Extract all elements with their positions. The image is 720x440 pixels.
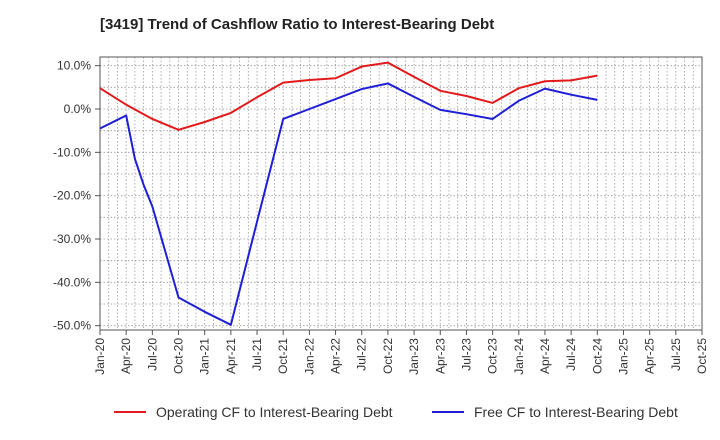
series-line-operating-cf: [99, 61, 598, 131]
x-tick-label: Apr-23: [433, 338, 447, 374]
x-tick-label: Oct-21: [276, 338, 290, 374]
y-tick-label: -20.0%: [53, 189, 91, 203]
y-tick-label: -10.0%: [53, 145, 91, 159]
x-tick-label: Apr-20: [119, 338, 133, 374]
x-tick-label: Apr-21: [224, 338, 238, 374]
x-tick-label: Apr-24: [538, 338, 552, 374]
series-line-free-cf: [99, 82, 598, 326]
y-tick-label: -30.0%: [53, 232, 91, 246]
y-tick-label: 10.0%: [57, 59, 91, 73]
x-tick-label: Jul-20: [145, 338, 159, 371]
y-axis-ticks: 10.0% 0.0% -10.0% -20.0% -30.0% -40.0% -50.0%: [53, 59, 100, 333]
y-tick-label: 0.0%: [64, 102, 92, 116]
grid-lines: [100, 57, 702, 330]
x-tick-label: Jan-23: [407, 338, 421, 375]
x-tick-label: Oct-25: [695, 338, 709, 374]
legend-item-operating-cf: Operating CF to Interest-Bearing Debt: [114, 404, 393, 420]
legend-swatch-operating-cf: [114, 411, 146, 413]
x-tick-label: Jul-24: [564, 338, 578, 371]
x-tick-label: Jan-21: [198, 338, 212, 375]
legend-label-free-cf: Free CF to Interest-Bearing Debt: [474, 404, 678, 420]
series-lines: [99, 61, 598, 326]
x-tick-label: Jul-21: [250, 338, 264, 371]
y-tick-label: -40.0%: [53, 275, 91, 289]
x-tick-label: Jan-25: [616, 338, 630, 375]
x-tick-label: Jan-24: [512, 338, 526, 375]
x-tick-label: Jul-25: [669, 338, 683, 371]
x-tick-label: Oct-22: [381, 338, 395, 374]
legend: Operating CF to Interest-Bearing Debt Fr…: [0, 404, 720, 426]
legend-label-operating-cf: Operating CF to Interest-Bearing Debt: [156, 404, 393, 420]
y-tick-label: -50.0%: [53, 319, 91, 333]
x-tick-label: Jul-23: [459, 338, 473, 371]
x-axis-ticks: Jan-20 Apr-20 Jul-20 Oct-20 Jan-21 Apr-21 Jul-…: [93, 330, 709, 375]
x-tick-label: Jan-20: [93, 338, 107, 375]
x-tick-label: Apr-22: [329, 338, 343, 374]
legend-swatch-free-cf: [432, 411, 464, 413]
x-tick-label: Apr-25: [643, 338, 657, 374]
x-tick-label: Jul-22: [355, 338, 369, 371]
x-tick-label: Jan-22: [302, 338, 316, 375]
chart-title: [3419] Trend of Cashflow Ratio to Intere…: [100, 16, 495, 33]
x-tick-label: Oct-24: [590, 338, 604, 374]
x-tick-label: Oct-23: [486, 338, 500, 374]
plot-frame: [99, 56, 703, 331]
legend-item-free-cf: Free CF to Interest-Bearing Debt: [432, 404, 678, 420]
x-tick-label: Oct-20: [172, 338, 186, 374]
